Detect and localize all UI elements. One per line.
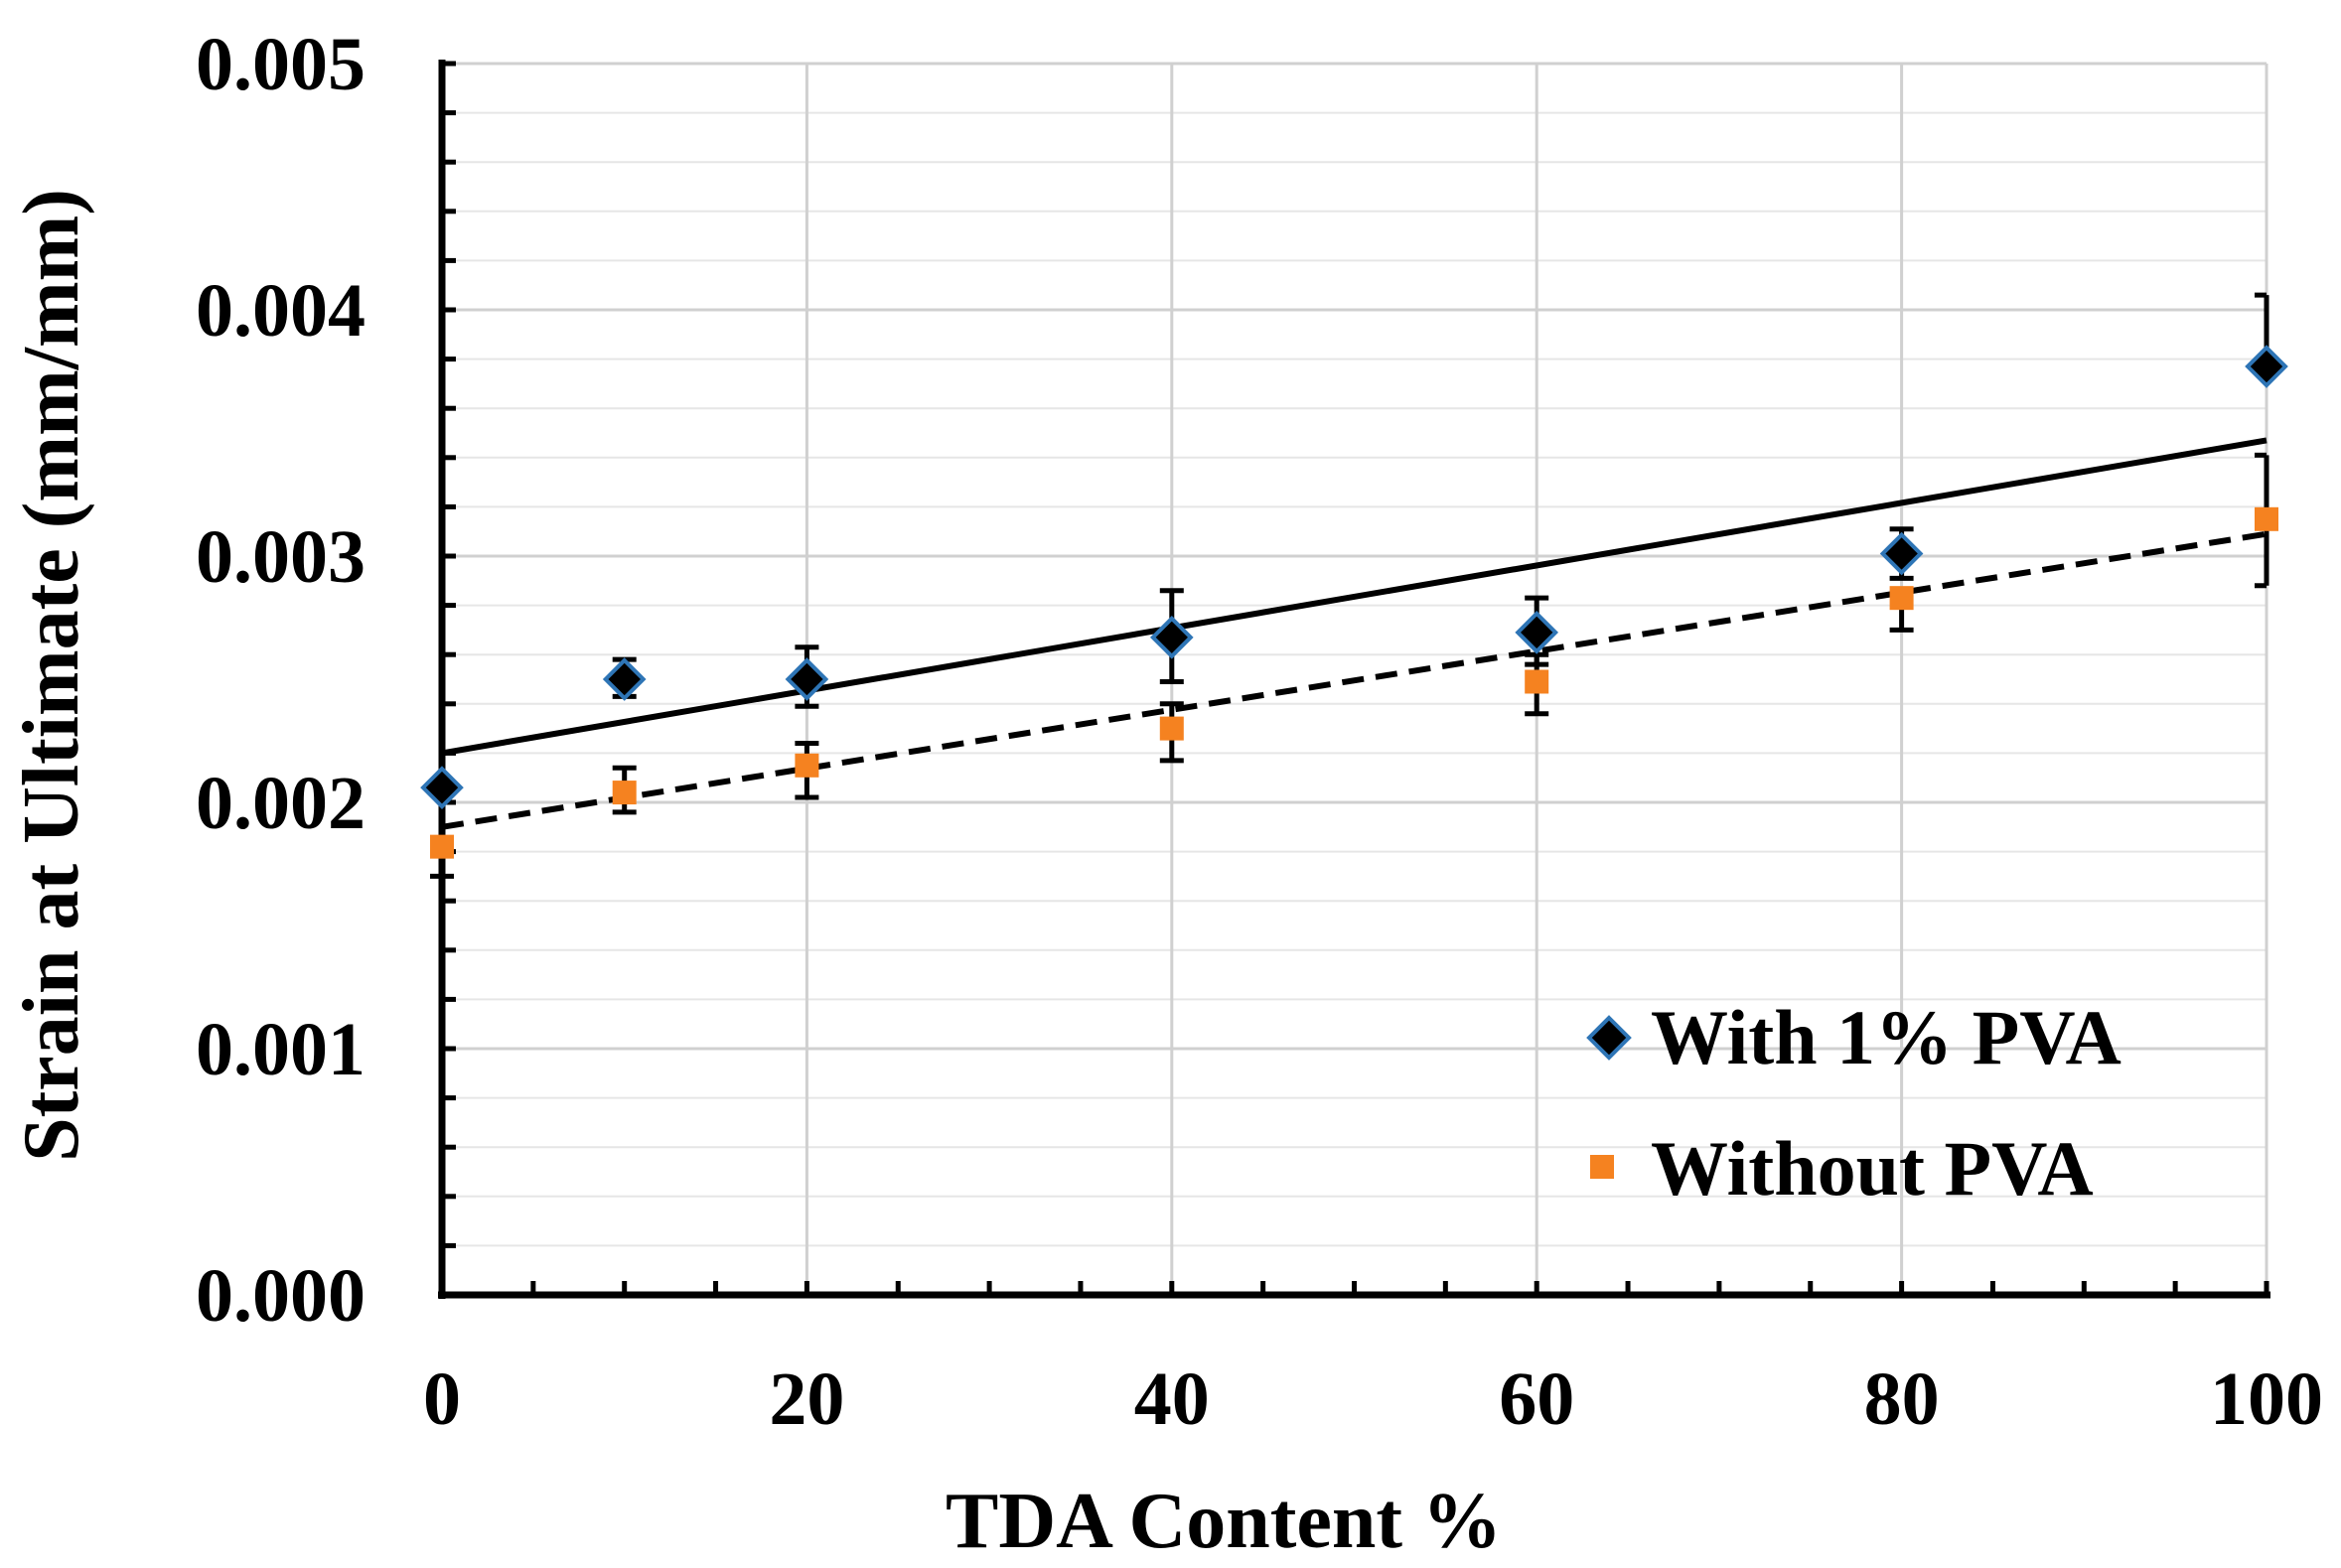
x-tick-label: 60 <box>1499 1357 1574 1441</box>
legend-label-with-pva: With 1% PVA <box>1651 994 2122 1080</box>
y-axis-title: Strain at Ultimate (mm/mm) <box>8 189 95 1162</box>
data-point-with-pva <box>602 657 647 701</box>
data-point-with-pva <box>1879 531 1924 576</box>
axis-layer <box>438 60 2270 1299</box>
legend-item-without-pva: Without PVA <box>1590 1125 2094 1212</box>
data-point-with-pva <box>785 657 829 701</box>
trendline-series-1 <box>441 530 2268 830</box>
data-point-without-pva <box>2255 506 2278 531</box>
y-tick-label: 0.002 <box>196 762 366 845</box>
data-point-without-pva <box>430 834 454 859</box>
y-tick-label: 0.005 <box>196 23 366 106</box>
x-axis-title: TDA Content % <box>946 1478 1502 1565</box>
y-tick-label: 0.001 <box>196 1008 366 1091</box>
x-tick-label: 20 <box>769 1357 844 1441</box>
grid-layer <box>440 62 2268 1297</box>
legend-item-with-pva: With 1% PVA <box>1586 994 2122 1080</box>
legend-label-without-pva: Without PVA <box>1651 1125 2094 1212</box>
legend: With 1% PVA Without PVA <box>1586 994 2122 1212</box>
trendline-layer <box>441 437 2268 830</box>
y-tick-label: 0.000 <box>196 1254 366 1338</box>
x-tick-label: 80 <box>1864 1357 1940 1441</box>
data-point-with-pva <box>1515 611 1559 654</box>
tick-label-layer: 0.000 0.001 0.002 0.003 0.004 0.005 0 20 40 60 80 1… <box>196 23 2323 1441</box>
x-tick-label: 40 <box>1134 1357 1210 1441</box>
data-point-without-pva <box>1889 586 1914 611</box>
data-point-without-pva <box>1525 669 1549 694</box>
legend-diamond-marker-icon <box>1586 1015 1632 1061</box>
data-point-without-pva <box>795 753 819 778</box>
x-tick-label: 0 <box>423 1357 461 1441</box>
data-point-with-pva <box>420 766 464 809</box>
data-point-layer <box>420 345 2288 859</box>
x-tick-label: 100 <box>2210 1357 2323 1441</box>
data-point-with-pva <box>1149 616 1194 659</box>
y-tick-label: 0.003 <box>196 515 366 599</box>
error-bar-layer <box>430 292 2269 879</box>
data-point-without-pva <box>1159 716 1184 741</box>
data-point-without-pva <box>612 781 637 805</box>
data-point-with-pva <box>2245 345 2288 388</box>
trendline-series-0 <box>441 437 2268 757</box>
y-tick-label: 0.004 <box>196 269 366 353</box>
legend-square-marker-icon <box>1590 1155 1614 1179</box>
